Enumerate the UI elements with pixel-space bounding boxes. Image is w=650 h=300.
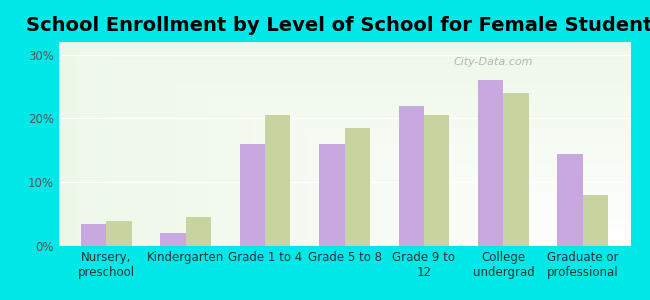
Text: City-Data.com: City-Data.com (454, 57, 533, 68)
Bar (265, 115, 291, 246)
Bar (240, 144, 265, 246)
Bar (583, 195, 608, 246)
Bar (344, 128, 370, 246)
Bar (319, 144, 344, 246)
Bar (186, 217, 211, 246)
Bar (106, 220, 131, 246)
Bar (503, 93, 529, 246)
Bar (424, 115, 449, 246)
Bar (160, 233, 186, 246)
Bar (398, 106, 424, 246)
Bar (81, 224, 106, 246)
Bar (478, 80, 503, 246)
Title: School Enrollment by Level of School for Female Students: School Enrollment by Level of School for… (25, 16, 650, 35)
Bar (558, 154, 583, 246)
